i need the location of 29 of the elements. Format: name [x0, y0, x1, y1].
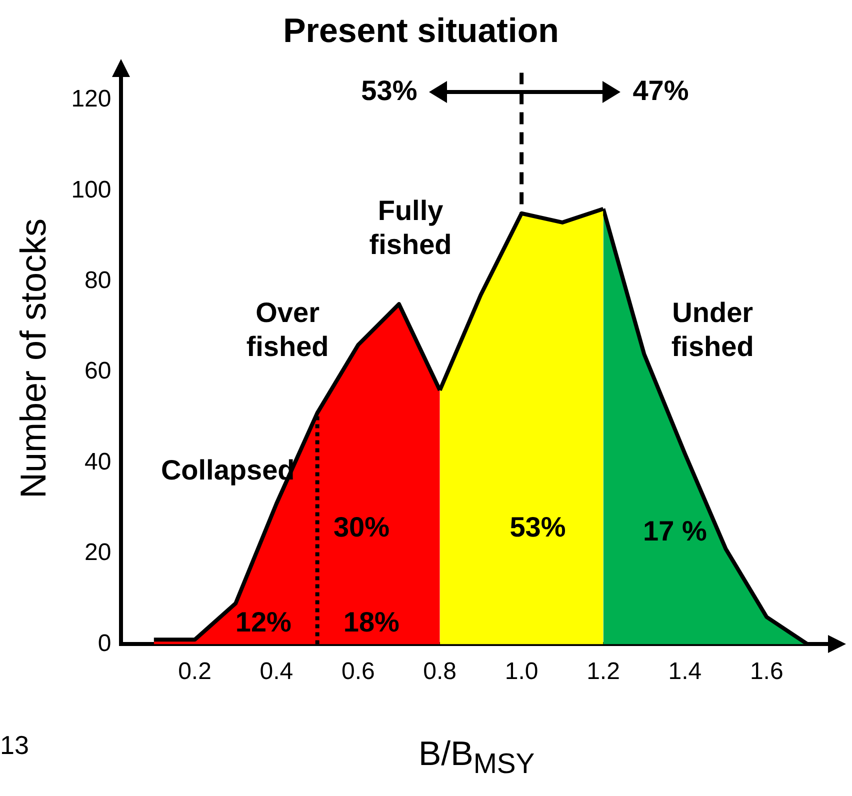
- y-tick-label: 60: [84, 358, 112, 385]
- annotation: 18%: [343, 606, 400, 638]
- x-tick-label: 1.2: [586, 658, 620, 686]
- x-tick-label: 0.2: [178, 658, 212, 686]
- annotation: 30%: [333, 511, 390, 542]
- annotation: Fully fished: [369, 195, 452, 260]
- annotation: 53%: [361, 74, 418, 106]
- y-tick-label: 120: [71, 86, 112, 113]
- annotation: 47%: [632, 74, 689, 106]
- y-tick-label: 20: [84, 539, 112, 566]
- annotation: Under fished: [671, 296, 754, 362]
- annotation: 17 %: [643, 515, 707, 546]
- y-tick-label: 80: [84, 267, 112, 294]
- x-tick-label: 1.0: [504, 658, 538, 686]
- annotation: 12%: [235, 606, 292, 638]
- y-tick-label: 100: [71, 176, 112, 204]
- y-tick-label: 40: [84, 448, 112, 476]
- x-tick-label: 0.4: [260, 658, 294, 686]
- chart-title: Present situation: [283, 12, 559, 50]
- x-tick-label: 1.6: [750, 658, 784, 686]
- text: 13: [0, 730, 29, 761]
- x-tick-label: 0.8: [423, 658, 457, 686]
- y-axis-title: Number of stocks: [12, 218, 54, 499]
- x-tick-label: 0.6: [341, 658, 375, 686]
- y-tick-label: 0: [98, 630, 112, 657]
- x-tick-label: 1.4: [668, 658, 702, 686]
- annotation: 53%: [510, 511, 566, 542]
- x-axis-title: B/B$_{MSY}$: [418, 735, 536, 781]
- annotation: Over fished: [246, 296, 329, 362]
